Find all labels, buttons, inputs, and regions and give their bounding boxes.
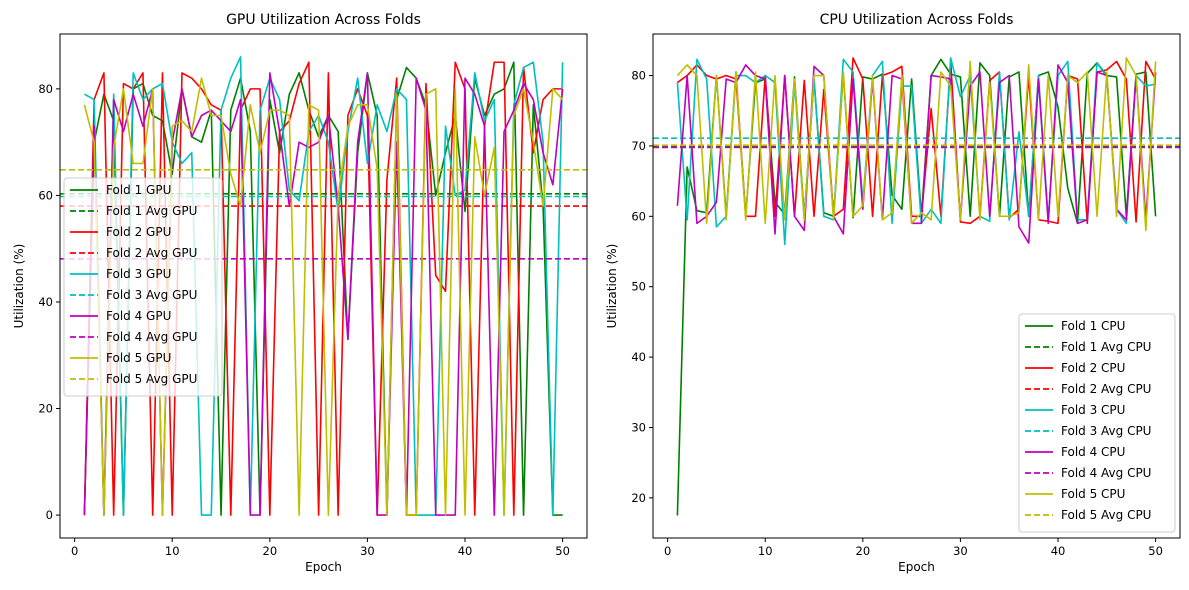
chart-1-x-tick-label: 10 [758, 544, 773, 558]
chart-0-y-tick-label: 20 [38, 402, 53, 416]
chart-1-legend-label: Fold 2 Avg CPU [1061, 382, 1151, 396]
chart-1-y-tick-label: 30 [631, 420, 646, 434]
chart-0-legend: Fold 1 GPU Fold 1 Avg GPU Fold 2 GPU Fold 2… [63, 177, 223, 397]
chart-0-legend-label: Fold 5 GPU [106, 351, 171, 365]
chart-1-legend-box [1018, 313, 1176, 533]
chart-1-x-tick-label: 30 [953, 544, 968, 558]
chart-0-series-fold-5-gpu-line [83, 77, 564, 516]
chart-1-axes-frame [652, 33, 1181, 539]
chart-1-y-tick-label: 60 [631, 209, 646, 223]
chart-0-y-axis-label: Utilization (%) [12, 244, 26, 329]
gpu-chart-panel: GPU Utilization Across Folds 0 10 20 30 40 50 0… [12, 12, 588, 574]
chart-1-legend-label: Fold 5 CPU [1061, 487, 1125, 501]
chart-1-series-fold-4-cpu-line [676, 64, 1157, 244]
chart-0-legend-label: Fold 3 Avg GPU [106, 288, 197, 302]
chart-0-x-tick-label: 40 [458, 544, 473, 558]
chart-1-plot-area [653, 57, 1180, 516]
chart-1-legend-label: Fold 2 CPU [1061, 361, 1125, 375]
chart-1-title: CPU Utilization Across Folds [820, 12, 1014, 28]
chart-1-legend-label: Fold 3 CPU [1061, 403, 1125, 417]
chart-0-x-tick-label: 0 [71, 544, 78, 558]
chart-0-legend-label: Fold 5 Avg GPU [106, 372, 197, 386]
chart-1-x-tick-label: 50 [1148, 544, 1163, 558]
chart-0-y-tick-label: 80 [38, 82, 53, 96]
chart-0-plot-area [60, 56, 587, 516]
chart-0-y-tick-label: 60 [38, 188, 53, 202]
chart-0-legend-label: Fold 3 GPU [106, 267, 171, 281]
chart-0-title: GPU Utilization Across Folds [226, 12, 421, 28]
chart-0-x-tick-label: 20 [263, 544, 278, 558]
chart-1-y-tick-label: 80 [631, 69, 646, 83]
chart-1-y-tick-label: 50 [631, 280, 646, 294]
chart-1-legend: Fold 1 CPU Fold 1 Avg CPU Fold 2 CPU Fold 2… [1018, 313, 1176, 533]
chart-0-y-tick-label: 40 [38, 295, 53, 309]
chart-0-legend-label: Fold 4 GPU [106, 309, 171, 323]
chart-0-legend-label: Fold 2 Avg GPU [106, 246, 197, 260]
chart-1-x-tick-label: 20 [856, 544, 871, 558]
chart-1-y-tick-label: 40 [631, 350, 646, 364]
chart-1-legend-label: Fold 3 Avg CPU [1061, 424, 1151, 438]
chart-1-legend-label: Fold 4 Avg CPU [1061, 466, 1151, 480]
chart-0-y-tick-label: 0 [46, 508, 53, 522]
chart-0-legend-label: Fold 1 Avg GPU [106, 204, 197, 218]
chart-1-x-tick-label: 0 [664, 544, 671, 558]
chart-1-legend-label: Fold 1 CPU [1061, 319, 1125, 333]
chart-1-x-axis-label: Epoch [898, 560, 935, 574]
chart-0-x-tick-label: 50 [555, 544, 570, 558]
chart-0-legend-label: Fold 1 GPU [106, 183, 171, 197]
chart-1-y-axis-label: Utilization (%) [605, 244, 619, 329]
chart-0-legend-label: Fold 2 GPU [106, 225, 171, 239]
chart-1-series-fold-5-cpu-line [676, 57, 1157, 232]
chart-0-legend-label: Fold 4 Avg GPU [106, 330, 197, 344]
chart-0-x-tick-label: 30 [360, 544, 375, 558]
cpu-chart-panel: CPU Utilization Across Folds 0 10 20 30 40 50 2… [605, 12, 1181, 574]
chart-1-series-fold-2-cpu-line [676, 57, 1157, 225]
chart-0-axes-frame [59, 33, 588, 539]
chart-1-legend-label: Fold 5 Avg CPU [1061, 508, 1151, 522]
chart-1-legend-label: Fold 4 CPU [1061, 445, 1125, 459]
chart-1-y-tick-label: 20 [631, 491, 646, 505]
chart-0-x-tick-label: 10 [165, 544, 180, 558]
chart-0-x-axis-label: Epoch [305, 560, 342, 574]
chart-1-x-tick-label: 40 [1051, 544, 1066, 558]
chart-1-y-tick-label: 70 [631, 139, 646, 153]
chart-1-legend-label: Fold 1 Avg CPU [1061, 340, 1151, 354]
chart-0-legend-box [63, 177, 223, 397]
